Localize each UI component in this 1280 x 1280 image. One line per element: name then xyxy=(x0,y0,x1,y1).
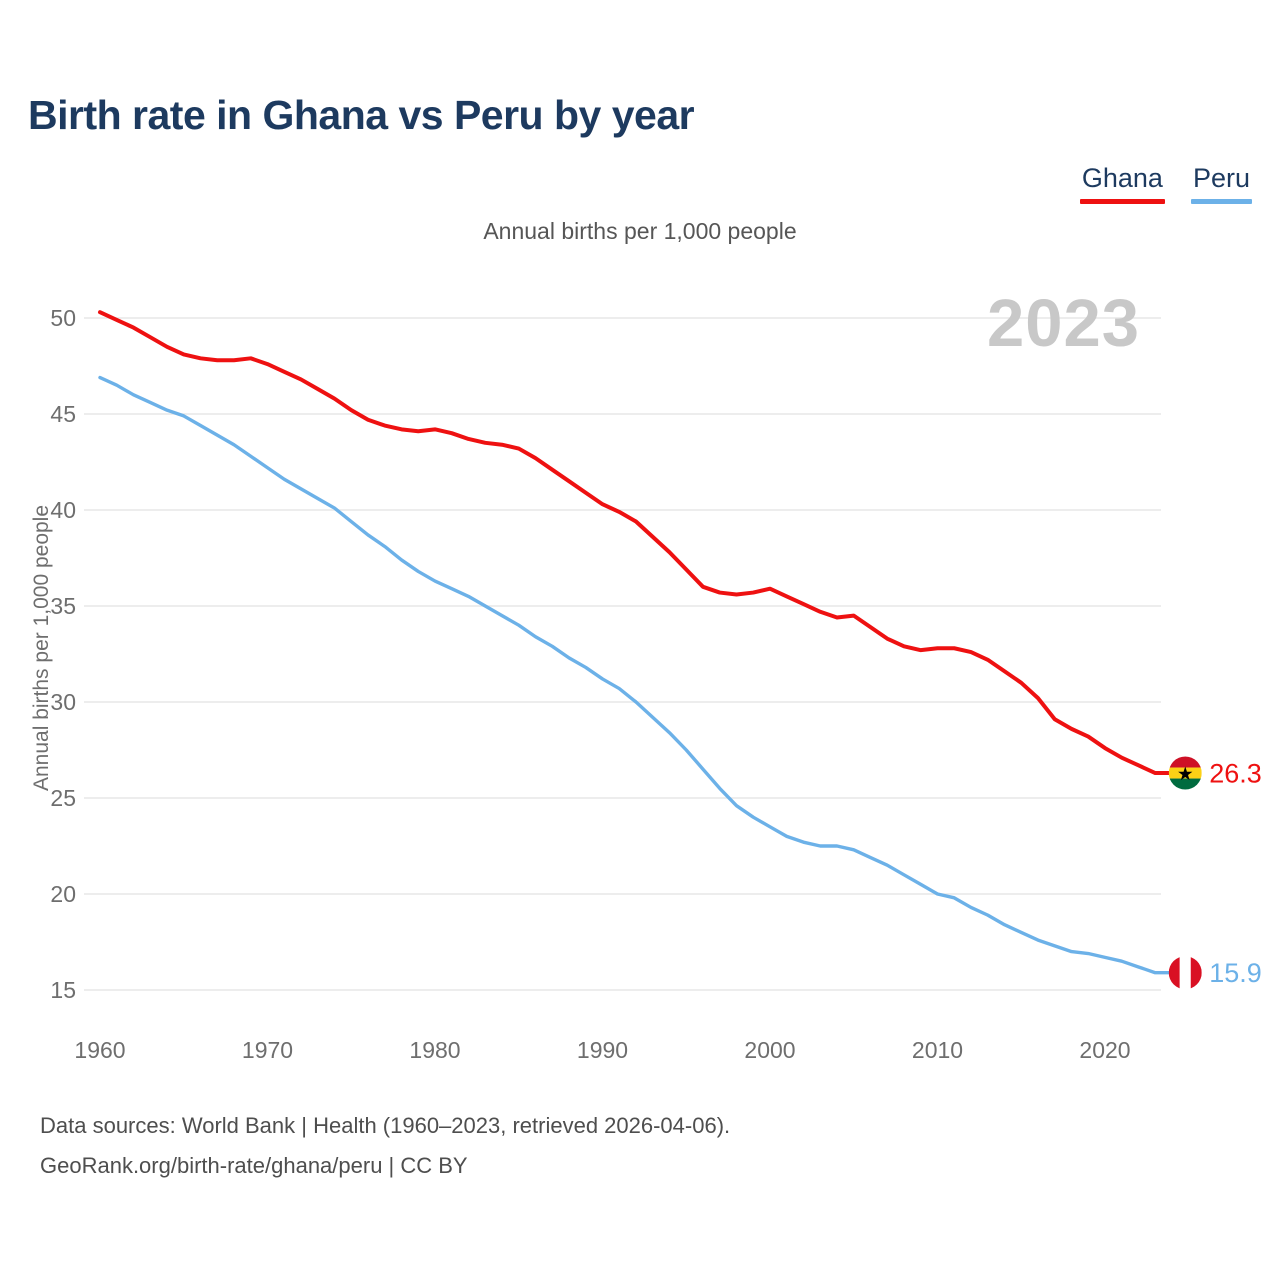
x-tick-label: 1980 xyxy=(409,1037,460,1063)
ghana-line[interactable] xyxy=(98,310,1175,776)
x-tick-label: 2000 xyxy=(744,1037,795,1063)
y-tick-label: 40 xyxy=(50,497,76,523)
footer: Data sources: World Bank | Health (1960–… xyxy=(40,1106,730,1186)
x-tick-label: 1960 xyxy=(74,1037,125,1063)
year-watermark: 2023 xyxy=(986,286,1140,361)
legend-label: Ghana xyxy=(1081,163,1163,193)
y-tick-label: 30 xyxy=(50,689,76,715)
ghana-end-value: 26.3 xyxy=(1209,758,1262,788)
footer-sources-line: Data sources: World Bank | Health (1960–… xyxy=(40,1113,731,1138)
peru-flag-icon xyxy=(1168,956,1202,990)
y-tick-label: 50 xyxy=(50,305,76,331)
footer-attribution-line: GeoRank.org/birth-rate/ghana/peru | CC B… xyxy=(40,1153,468,1179)
y-tick-label: 35 xyxy=(50,593,76,619)
y-tick-label: 45 xyxy=(50,401,76,427)
x-tick-label: 1990 xyxy=(577,1037,628,1063)
ghana-flag-icon xyxy=(1168,756,1202,790)
y-tick-label: 25 xyxy=(50,785,76,811)
x-tick-label: 2020 xyxy=(1079,1037,1130,1063)
y-tick-label: 20 xyxy=(50,881,76,907)
legend: Ghana Peru xyxy=(1079,163,1252,204)
peru-end-value: 15.9 xyxy=(1209,958,1262,988)
x-tick-label: 1970 xyxy=(242,1037,293,1063)
legend-color-bar xyxy=(1190,198,1252,204)
legend-item-peru[interactable]: Peru xyxy=(1190,163,1252,204)
chart-subtitle: Annual births per 1,000 people xyxy=(483,218,797,244)
legend-color-bar xyxy=(1079,198,1165,204)
legend-item-ghana[interactable]: Ghana xyxy=(1079,163,1165,204)
y-tick-label: 15 xyxy=(50,977,76,1003)
peru-line[interactable] xyxy=(98,375,1174,975)
page-title: Birth rate in Ghana vs Peru by year xyxy=(28,92,695,138)
x-tick-label: 2010 xyxy=(912,1037,963,1063)
legend-label: Peru xyxy=(1192,163,1250,193)
